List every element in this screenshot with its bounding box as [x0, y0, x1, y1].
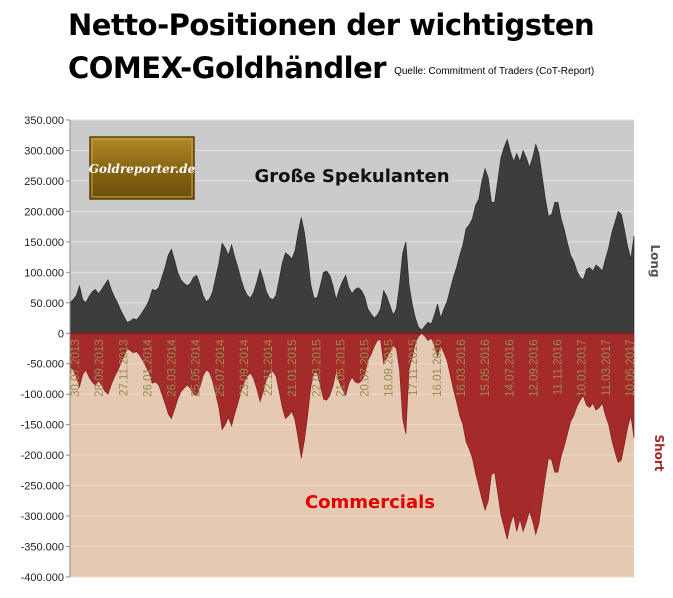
right-label-long: Long [648, 244, 662, 277]
y-tick-label-0: 350.000 [24, 115, 64, 127]
goldreporter-logo: Goldreporter.de [89, 136, 196, 200]
y-tick-label-1: 300.000 [24, 145, 64, 157]
source-note: Quelle: Commitment of Traders (CoT-Repor… [394, 66, 595, 77]
y-tick-label-9: -100.000 [21, 389, 64, 401]
x-tick-label-6: 25.07.2014 [215, 339, 227, 397]
x-axis: 30.07.2013 28.09.2013 27.11.2013 26.01.2014… [70, 339, 637, 397]
x-tick-label-1: 28.09.2013 [94, 339, 106, 397]
series-areas [69, 138, 635, 540]
right-label-short: Short [652, 434, 666, 471]
y-axis: 350.000 300.000 250.000 200.000 150.000 100.0… [21, 115, 71, 584]
x-tick-label-3: 26.01.2014 [142, 339, 154, 397]
title-line-2-text: COMEX-Goldhändler [68, 51, 387, 85]
y-tick-label-5: 100.000 [24, 267, 64, 279]
y-tick-label-10: -150.000 [21, 420, 64, 432]
y-tick-label-11: -200.000 [21, 450, 64, 462]
x-tick-label-21: 10.01.2017 [577, 339, 589, 397]
x-tick-label-17: 15.05.2016 [480, 339, 492, 397]
x-tick-label-14: 17.11.2015 [408, 339, 420, 396]
x-tick-label-7: 23.09.2014 [239, 339, 251, 397]
y-tick-label-6: 50.000 [30, 298, 64, 310]
logo-text: Goldreporter.de [89, 162, 196, 176]
chart-title: Netto-Positionen der wichtigsten COMEX-G… [68, 4, 595, 93]
x-tick-label-19: 12.09.2016 [529, 339, 541, 397]
area-speculators [69, 138, 635, 334]
x-tick-label-12: 20.07.2015 [360, 339, 372, 397]
x-tick-label-18: 14.07.2016 [504, 339, 516, 397]
x-tick-label-22: 11.03.2017 [601, 339, 613, 396]
y-tick-label-15: -400.000 [21, 572, 64, 584]
y-tick-label-7: 0 [58, 328, 64, 340]
series-label-speculators: Große Spekulanten [254, 166, 449, 187]
y-tick-label-4: 150.000 [24, 237, 64, 249]
x-tick-label-0: 30.07.2013 [70, 339, 82, 397]
title-line-1: Netto-Positionen der wichtigsten [68, 8, 595, 42]
x-tick-label-5: 25.05.2014 [191, 339, 203, 397]
x-tick-label-15: 16.01.2016 [432, 339, 444, 397]
series-label-commercials: Commercials [305, 492, 435, 513]
x-tick-label-9: 21.01.2015 [287, 339, 299, 397]
y-tick-label-12: -250.000 [21, 481, 64, 493]
x-tick-label-4: 26.03.2014 [167, 339, 179, 397]
x-tick-label-16: 16.03.2016 [456, 339, 468, 397]
x-tick-label-13: 18.09.2015 [384, 339, 396, 397]
area-commercials [69, 332, 635, 540]
y-tick-label-2: 250.000 [24, 176, 64, 188]
x-tick-label-11: 21.05.2015 [335, 339, 347, 397]
y-tick-label-13: -300.000 [21, 511, 64, 523]
x-tick-label-23: 10.05.2017 [625, 339, 637, 397]
y-tick-label-14: -350.000 [21, 542, 64, 554]
y-tick-label-8: -50.000 [27, 359, 64, 371]
x-tick-label-20: 11.11.2016 [553, 339, 565, 395]
title-line-2: COMEX-Goldhändler Quelle: Commitment of T… [68, 47, 594, 93]
x-tick-label-2: 27.11.2013 [118, 339, 130, 396]
y-tick-label-3: 200.000 [24, 206, 64, 218]
x-tick-label-10: 22.03.2015 [311, 339, 323, 397]
x-tick-label-8: 22.11.2014 [263, 339, 275, 396]
